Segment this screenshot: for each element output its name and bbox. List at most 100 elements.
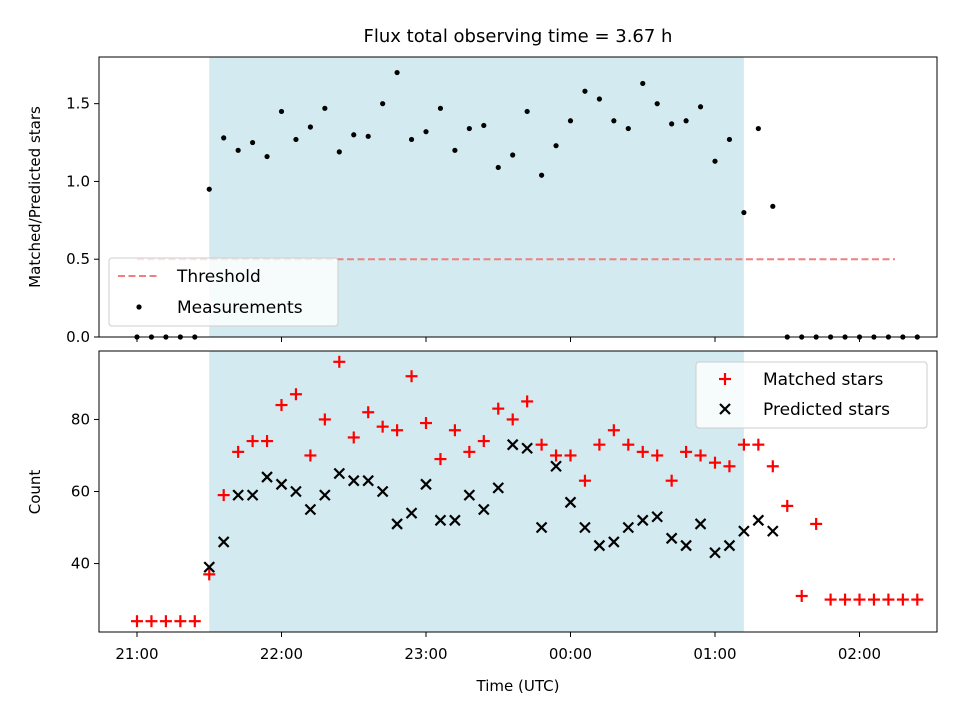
predicted-star-point — [203, 561, 216, 573]
predicted-star-point — [723, 539, 736, 552]
measurement-point — [495, 164, 501, 171]
matched-star-point — [521, 395, 534, 408]
matched-star-point — [564, 449, 577, 462]
legend-threshold-label: Threshold — [176, 267, 261, 287]
matched-star-point — [867, 593, 880, 606]
matched-star-point — [535, 438, 548, 451]
predicted-star-point — [651, 510, 663, 523]
predicted-star-point — [767, 525, 779, 537]
predicted-star-point — [694, 518, 707, 530]
measurement-point — [408, 136, 415, 143]
matched-star-point — [882, 593, 895, 606]
measurement-point — [741, 209, 747, 216]
matched-star-point — [810, 517, 823, 530]
measurement-point — [394, 69, 400, 76]
measurement-point — [697, 104, 704, 110]
measurement-point — [539, 172, 545, 178]
measurement-point — [683, 118, 689, 124]
predicted-star-point — [449, 514, 461, 527]
matched-star-point — [159, 615, 172, 628]
measurement-point — [437, 105, 444, 111]
matched-star-point — [853, 593, 866, 606]
matched-star-point — [463, 445, 476, 458]
measurement-point — [307, 124, 313, 130]
predicted-star-point — [463, 489, 476, 501]
top-y-ticks: 0.0 0.5 1.0 1.5 — [66, 95, 99, 346]
legend-matched-swatch — [719, 373, 731, 385]
x-tick-label: 01:00 — [693, 645, 736, 663]
matched-star-point — [593, 438, 606, 451]
measurement-point — [336, 149, 342, 155]
predicted-star-point — [506, 438, 519, 451]
predicted-star-point — [275, 478, 288, 491]
matched-star-point — [607, 424, 620, 437]
measurement-point — [466, 125, 472, 132]
matched-star-point — [448, 424, 461, 437]
matched-star-point — [752, 438, 765, 451]
measurement-point — [596, 96, 603, 102]
matched-star-point — [420, 417, 432, 430]
matched-star-point — [911, 593, 924, 606]
matched-star-point — [766, 460, 779, 473]
measurement-point — [235, 147, 241, 153]
measurement-point — [365, 133, 371, 139]
matched-star-point — [145, 615, 158, 628]
predicted-star-point — [738, 525, 750, 537]
measurement-point — [524, 108, 530, 115]
matched-star-point — [492, 402, 505, 415]
matched-star-point — [174, 615, 187, 628]
measurement-point — [582, 88, 588, 94]
measurement-point — [726, 136, 733, 143]
predicted-star-point — [535, 521, 548, 534]
matched-star-point — [723, 460, 736, 473]
predicted-star-point — [478, 503, 490, 516]
predicted-star-point — [217, 536, 230, 548]
top-y-axis-label: Matched/Predicted stars — [26, 106, 44, 288]
matched-star-point — [347, 431, 360, 444]
matched-star-point — [188, 615, 201, 628]
bottom-highlight-span — [209, 351, 744, 632]
bottom-legend-box — [695, 361, 928, 429]
predicted-star-point — [246, 489, 259, 501]
measurement-point — [553, 143, 559, 149]
measurement-point — [351, 132, 357, 138]
measurement-point — [452, 147, 458, 153]
predicted-star-point — [709, 546, 721, 559]
predicted-star-point — [333, 467, 346, 480]
predicted-star-point — [304, 503, 317, 516]
legend-predicted-swatch — [719, 403, 731, 415]
matched-star-point — [824, 593, 837, 606]
matched-star-point — [795, 589, 808, 602]
matched-star-point — [578, 474, 591, 487]
top-panel-ratio: 0.0 0.5 1.0 1.5 Flux total observing time =… — [26, 26, 938, 346]
matched-star-point — [304, 449, 317, 462]
matched-star-point — [232, 445, 245, 458]
predicted-star-point — [232, 489, 244, 501]
measurement-point — [423, 129, 429, 135]
matched-star-point — [651, 449, 664, 462]
predicted-star-point — [261, 471, 273, 483]
matched-star-point — [362, 406, 375, 419]
x-tick-label: 21:00 — [115, 645, 158, 663]
legend-predicted-label: Predicted stars — [763, 400, 890, 420]
predicted-star-point — [434, 514, 447, 527]
predicted-star-point — [608, 536, 620, 548]
bottom-y-tick-label: 80 — [71, 410, 90, 428]
predicted-star-point — [680, 539, 692, 552]
bottom-y-tick-label: 60 — [71, 483, 90, 501]
predicted-star-point — [405, 507, 418, 519]
predicted-star-point — [362, 474, 374, 487]
x-axis-label: Time (UTC) — [476, 677, 560, 695]
predicted-star-point — [492, 482, 505, 494]
predicted-star-point — [593, 539, 606, 552]
matched-star-point — [333, 355, 346, 368]
matched-star-point — [694, 449, 707, 462]
measurement-point — [654, 101, 660, 107]
predicted-stars-points — [203, 438, 779, 573]
matched-star-point — [622, 438, 635, 451]
predicted-star-point — [665, 532, 678, 545]
measurement-point — [611, 118, 617, 124]
legend-matched-label: Matched stars — [763, 370, 883, 390]
measurement-point — [380, 101, 386, 107]
measurement-point — [755, 125, 761, 132]
